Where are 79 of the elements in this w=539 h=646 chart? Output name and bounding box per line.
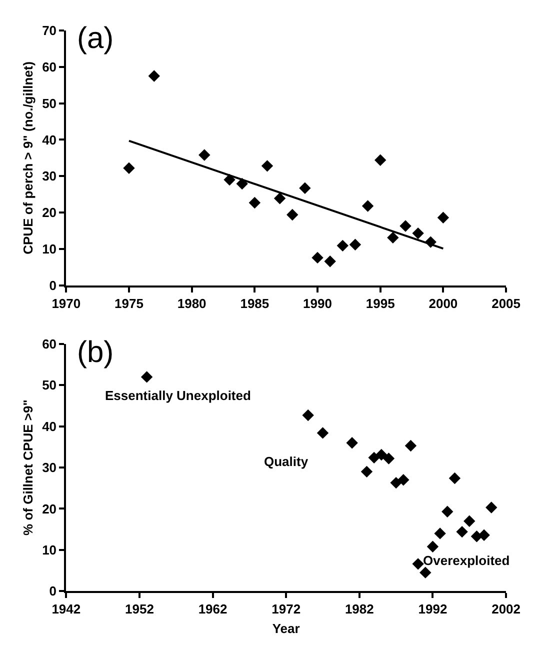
y-tick-label: 30 [42,168,57,184]
y-tick-label: 0 [49,584,57,599]
y-axis-title: CPUE of perch > 9" (no./gillnet) [20,61,36,254]
x-tick-label: 1982 [344,602,374,617]
point [448,472,461,484]
point [374,154,386,166]
point [420,566,432,578]
y-tick-label: 20 [42,205,57,220]
point [286,208,298,221]
point [464,515,476,527]
point [400,220,412,232]
y-tick-label: 40 [42,418,57,434]
y-tick-label: 40 [42,132,57,148]
point [312,252,324,264]
point [248,196,261,209]
x-tick-label: 1990 [303,296,332,311]
point [398,474,410,486]
point [349,238,362,250]
chart-title: (b) [77,336,114,369]
x-tick-label: 2002 [492,602,521,617]
point [382,452,395,464]
point [434,528,446,540]
y-tick-label: 10 [42,242,57,257]
y-tick-label: 20 [42,501,57,516]
chart-title: (a) [77,22,114,55]
point [261,160,274,172]
y-tick-label: 70 [42,22,57,38]
x-tick-label: 1970 [52,296,81,311]
point [123,162,135,174]
point [387,232,399,244]
point [362,200,374,212]
point [336,240,349,252]
y-axis-title: % of Gillnet CPUE >9" [20,400,36,536]
y-tick-label: 60 [42,336,57,352]
point [412,558,424,570]
y-tick-label: 10 [42,542,57,558]
point [376,448,388,461]
point [404,440,417,452]
point [148,70,160,82]
x-tick-label: 1942 [52,602,81,617]
point [478,529,490,541]
point [224,174,236,186]
point [299,182,311,194]
point [390,476,402,489]
x-tick-label: 1980 [177,296,206,311]
point [360,466,373,478]
point [442,506,454,518]
x-tick-label: 2000 [428,296,458,311]
y-tick-label: 30 [42,460,57,476]
point [236,178,248,190]
point [412,227,424,240]
point [456,526,468,538]
x-tick-label: 1952 [125,602,154,617]
point [316,427,329,439]
point [302,409,314,422]
point [198,149,210,161]
annotation: Overexploited [423,553,510,568]
y-tick-label: 0 [49,278,57,293]
point [426,540,439,552]
point [437,212,450,224]
x-tick-label: 1975 [114,296,144,311]
x-tick-label: 1992 [418,602,448,617]
y-tick-label: 60 [42,59,57,74]
y-tick-label: 50 [42,378,57,393]
annotation: Quality [264,454,309,469]
x-axis-title: Year [272,620,300,636]
point [140,371,153,383]
y-tick-label: 50 [42,96,57,111]
x-tick-label: 2005 [492,296,521,311]
point [368,452,380,464]
point [274,192,286,204]
annotation: Essentially Unexploited [105,388,251,403]
x-tick-label: 1962 [198,602,228,617]
x-tick-label: 1995 [366,296,395,311]
point [486,502,498,514]
x-tick-label: 1972 [272,602,301,617]
point [324,255,336,268]
point [346,436,358,449]
x-tick-label: 1985 [240,296,270,311]
